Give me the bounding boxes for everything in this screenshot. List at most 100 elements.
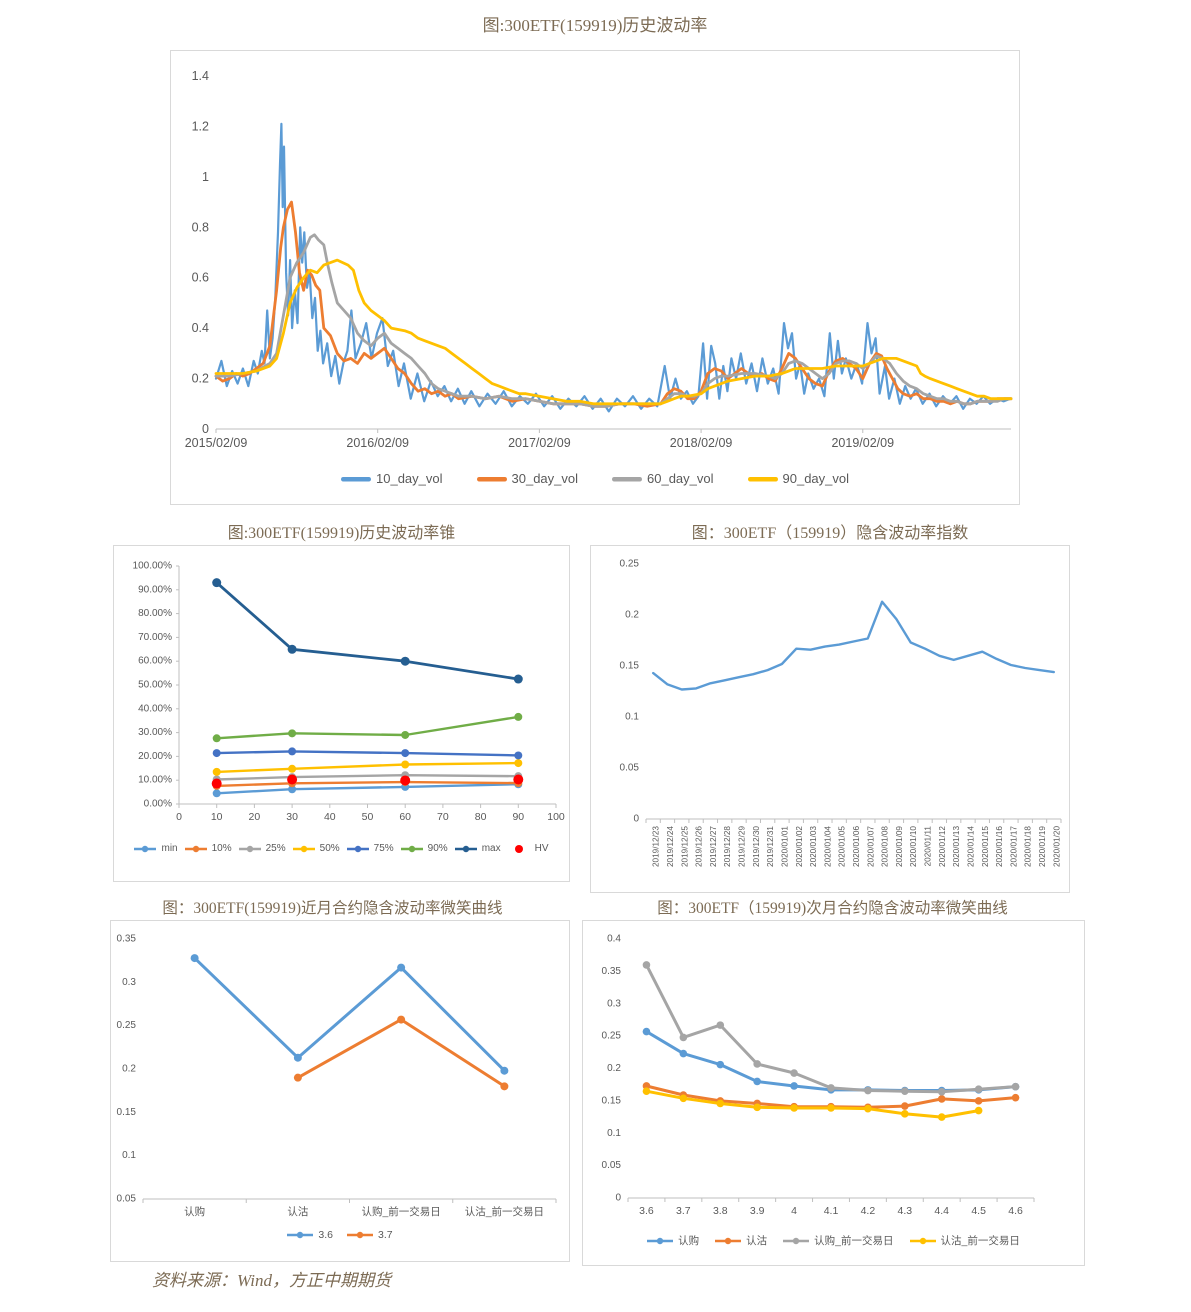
data-point-marker [790,1104,798,1112]
x-tick-label: 80 [475,811,487,823]
x-tick-label: 2020/01/02 [795,826,804,867]
x-tick-label: 0 [176,811,182,823]
x-tick-label: 4.6 [1008,1205,1023,1217]
x-tick-label: 2020/01/18 [1024,826,1033,867]
data-point-marker [401,760,410,769]
x-tick-label: 2019/12/24 [666,826,675,867]
series-line [193,956,506,1073]
x-tick-label: 2020/01/14 [966,826,975,867]
y-tick-label: 0.25 [620,559,640,570]
x-tick-label: 2019/12/26 [695,826,704,867]
data-point-marker [679,1094,688,1103]
y-tick-label: 0.15 [602,1095,622,1106]
legend-label: 认购_前一交易日 [814,1235,894,1247]
y-tick-label: 90.00% [138,584,172,595]
x-tick-label: 2019/12/31 [766,826,775,867]
y-tick-label: 0.25 [117,1020,137,1031]
data-point-marker [642,961,651,969]
legend-label: 3.7 [378,1229,393,1241]
data-point-marker [514,712,523,721]
y-tick-label: 0.15 [117,1107,137,1118]
y-tick-label: 0.35 [117,934,137,945]
x-tick-label: 3.8 [713,1205,728,1217]
vol-cone-legend: min 10% 25% 50% 75% 90% max HV [114,843,569,854]
data-point-marker [753,1077,761,1086]
x-tick-label: 2019/12/25 [680,826,689,867]
legend-label: 认沽_前一交易日 [940,1235,1020,1247]
legend-label: min [161,843,178,854]
y-tick-label: 0.00% [144,799,172,810]
legend-item: 75% [346,843,394,854]
data-point-marker [642,1027,651,1036]
x-tick-label: 认沽 [287,1205,308,1218]
x-tick-label: 2020/01/15 [981,826,990,867]
legend-swatch-icon [400,845,423,852]
x-tick-label: 4.2 [861,1205,876,1217]
legend-swatch-icon [134,845,157,852]
y-tick-label: 10.00% [138,775,172,786]
x-tick-label: 2019/12/28 [723,826,732,867]
legend-label: 75% [373,843,394,854]
x-tick-label: 2020/01/19 [1038,826,1047,867]
data-point-marker [212,578,222,588]
hist-vol-chart: 1.4 1.2 1 0.8 0.6 0.4 0.2 0 2015/02/09 2016/02/09… [170,50,1020,505]
data-point-marker [864,1104,872,1113]
y-tick-label: 20.00% [138,751,172,762]
x-tick-label: 认购_前一交易日 [361,1205,440,1218]
data-point-marker [1011,1093,1020,1102]
x-tick-label: 50 [362,811,374,823]
data-point-marker [827,1084,835,1092]
x-tick-label: 2020/01/17 [1009,826,1018,867]
legend-item: max [454,843,501,854]
legend-item: HV [508,843,549,854]
smile-near-chart: 0.35 0.3 0.25 0.2 0.15 0.1 0.05 认购 认沽 认购_前一交易日 认沽_… [110,920,570,1262]
data-point-marker [513,774,524,785]
x-tick-label: 40 [324,811,336,823]
x-tick-label: 3.9 [750,1205,765,1217]
legend-label: 10_day_vol [376,471,443,486]
x-tick-label: 70 [437,811,449,823]
legend-swatch-icon [747,476,778,481]
legend-label: 30_day_vol [511,471,579,486]
x-tick-label: 4.4 [934,1205,949,1217]
series-line [214,200,1013,408]
x-tick-label: 20 [249,811,261,823]
y-tick-label: 100.00% [133,561,173,572]
y-tick-label: 0.05 [602,1160,622,1171]
series-line [215,715,520,740]
x-tick-label: 2016/02/09 [346,436,409,450]
legend-label: max [481,843,501,854]
source-note: 资料来源：Wind，方正中期期货 [152,1271,391,1290]
legend-item: 60_day_vol [612,471,714,486]
x-tick-label: 4.3 [898,1205,913,1217]
x-tick-label: 2020/01/20 [1052,826,1061,867]
data-point-marker [753,1103,761,1112]
series-line [215,761,520,774]
legend-label: 60_day_vol [647,471,714,486]
y-tick-label: 0.05 [620,763,640,774]
legend-swatch-icon [647,1237,674,1244]
data-point-marker [211,778,222,789]
data-point-marker [716,1060,725,1069]
legend-swatch-icon [612,476,642,481]
data-point-marker [901,1102,909,1110]
y-tick-label: 0.3 [122,977,136,988]
vol-cone-canvas: 100.00%90.00%80.00%70.00%60.00%50.00%40.… [133,561,565,824]
data-point-marker [401,749,410,758]
data-point-marker [514,759,523,768]
series-line [215,581,520,681]
y-tick-label: 0.1 [625,712,639,723]
x-tick-label: 10 [211,811,223,823]
x-tick-label: 2020/01/12 [938,826,947,867]
data-point-marker [513,674,523,684]
data-point-marker [864,1086,872,1095]
data-point-marker [500,1066,509,1075]
y-tick-label: 80.00% [138,608,172,619]
legend-swatch-icon [287,1231,314,1239]
data-point-marker [287,774,298,785]
series-line [645,1089,981,1119]
smile-next-legend: 认购 认沽 认购_前一交易日 认沽_前一交易日 [583,1233,1084,1248]
data-point-marker [212,734,221,743]
y-tick-label: 0.3 [607,998,621,1009]
data-point-marker [790,1069,798,1077]
